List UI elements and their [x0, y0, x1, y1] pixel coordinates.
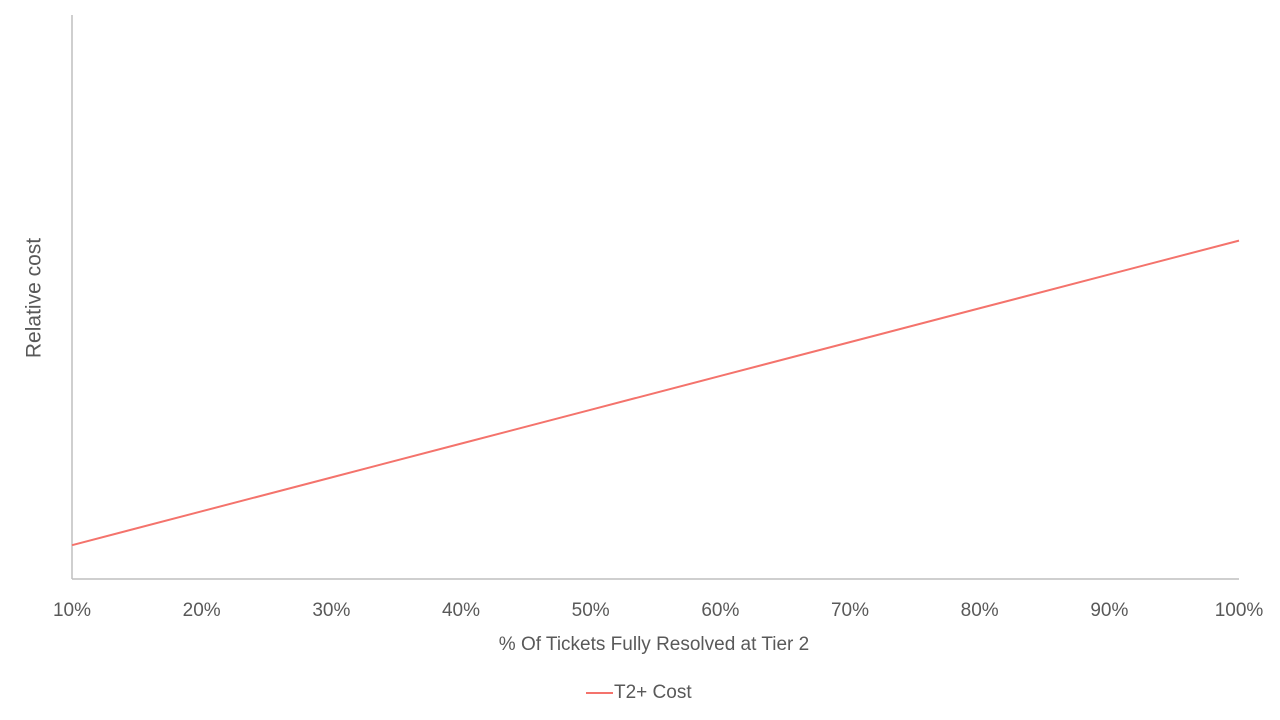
x-tick-label: 60%: [701, 600, 739, 621]
x-tick-label: 70%: [831, 600, 869, 621]
data-line: [71, 239, 1240, 547]
x-tick-label: 20%: [183, 600, 221, 621]
x-tick-label: 100%: [1215, 600, 1264, 621]
x-tick-label: 10%: [53, 600, 91, 621]
x-axis-title: % Of Tickets Fully Resolved at Tier 2: [499, 634, 809, 655]
x-tick-label: 90%: [1090, 600, 1128, 621]
x-tick-label: 80%: [961, 600, 999, 621]
legend-label: T2+ Cost: [614, 682, 692, 703]
x-tick-label: 40%: [442, 600, 480, 621]
x-tick-label: 30%: [312, 600, 350, 621]
x-tick-label: 50%: [572, 600, 610, 621]
y-axis-title: Relative cost: [23, 238, 46, 358]
